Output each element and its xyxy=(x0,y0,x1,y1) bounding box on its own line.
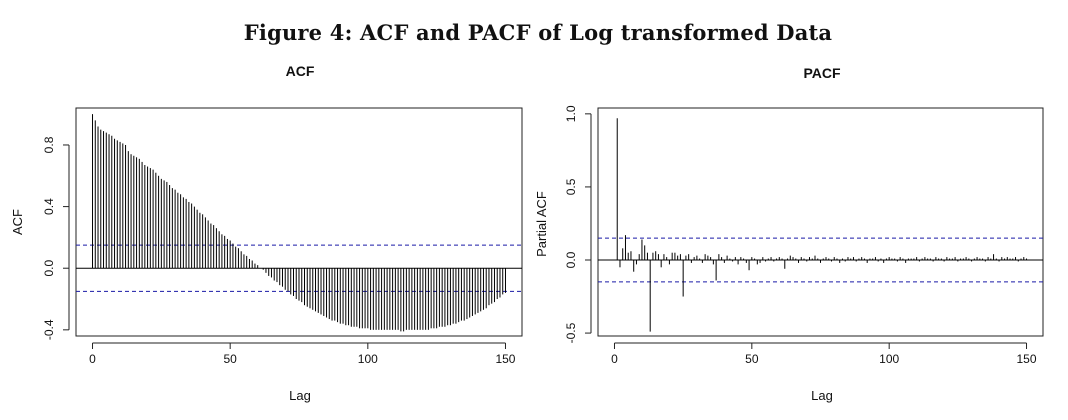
x-tick-label: 0 xyxy=(611,352,618,366)
y-tick-label: -0.5 xyxy=(564,322,578,343)
y-tick-label: -0.4 xyxy=(42,319,56,340)
x-tick-label: 150 xyxy=(495,352,515,366)
x-tick-label: 150 xyxy=(1017,352,1037,366)
y-tick-label: 0.4 xyxy=(42,198,56,215)
y-tick-label: 0.0 xyxy=(564,251,578,268)
y-tick-label: 1.0 xyxy=(564,105,578,122)
x-tick-label: 0 xyxy=(89,352,96,366)
y-tick-label: 0.0 xyxy=(42,260,56,277)
x-tick-label: 100 xyxy=(879,352,899,366)
x-tick-label: 50 xyxy=(745,352,759,366)
chart-title: PACF xyxy=(803,65,841,81)
chart-title: ACF xyxy=(286,63,315,79)
y-axis-label: Partial ACF xyxy=(534,191,549,257)
x-tick-label: 100 xyxy=(358,352,378,366)
plot-frame xyxy=(597,107,1044,337)
plot-frame xyxy=(75,107,523,337)
x-axis-label: Lag xyxy=(289,388,311,403)
pacf-panel: PACF Lag Partial ACF 0 50 100 150 -0.5 0.0 0.5 1.0 xyxy=(534,65,1044,403)
x-axis-label: Lag xyxy=(811,388,833,403)
y-tick-label: 0.5 xyxy=(564,178,578,195)
figure-title: Figure 4: ACF and PACF of Log transforme… xyxy=(243,20,833,45)
acf-panel: ACF Lag ACF 0 50 100 150 -0.4 0.0 0.4 0.8 xyxy=(10,63,523,403)
y-tick-label: 0.8 xyxy=(42,136,56,153)
y-axis-label: ACF xyxy=(10,209,25,235)
x-tick-label: 50 xyxy=(223,352,237,366)
